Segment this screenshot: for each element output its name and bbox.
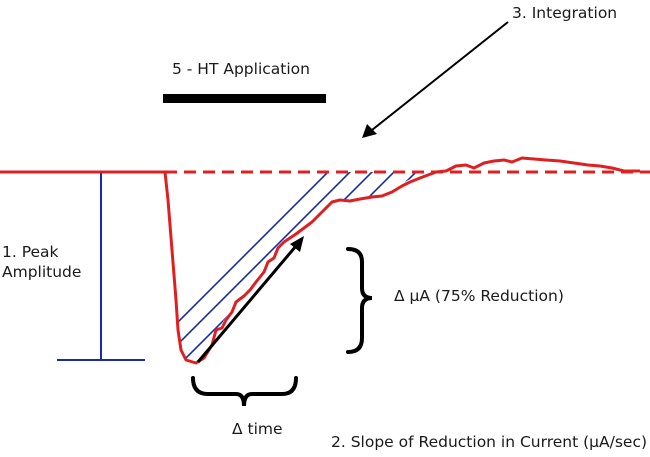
integration-arrow <box>362 21 509 138</box>
integration-hatch <box>165 160 650 380</box>
hatch-line <box>165 172 341 362</box>
delta-ua-label: Δ µA (75% Reduction) <box>394 287 564 305</box>
delta-time-label: Δ time <box>232 420 283 438</box>
peak-amplitude-label: 1. Peak Amplitude <box>2 243 98 283</box>
hatch-line <box>516 160 650 380</box>
hatch-line <box>494 160 650 380</box>
hatch-line <box>472 160 650 380</box>
hatch-line <box>383 172 430 362</box>
hatch-line <box>185 172 407 362</box>
ht-application-bar <box>163 94 326 103</box>
hatch-line <box>405 172 430 362</box>
ht-application-label: 5 - HT Application <box>172 60 310 78</box>
integration-label: 3. Integration <box>512 4 618 22</box>
delta-time-brace <box>191 376 298 407</box>
slope-arrow <box>196 236 304 363</box>
hatch-line <box>450 160 650 380</box>
hatch-line <box>207 172 429 362</box>
hatch-line <box>361 172 430 362</box>
delta-ua-brace <box>346 247 373 354</box>
peak-amplitude-line1: 1. Peak <box>2 243 59 261</box>
slope-label: 2. Slope of Reduction in Current (µA/sec… <box>331 433 648 451</box>
peak-amplitude-line2: Amplitude <box>2 262 82 281</box>
hatch-line <box>427 172 430 362</box>
hatch-line <box>229 172 430 362</box>
